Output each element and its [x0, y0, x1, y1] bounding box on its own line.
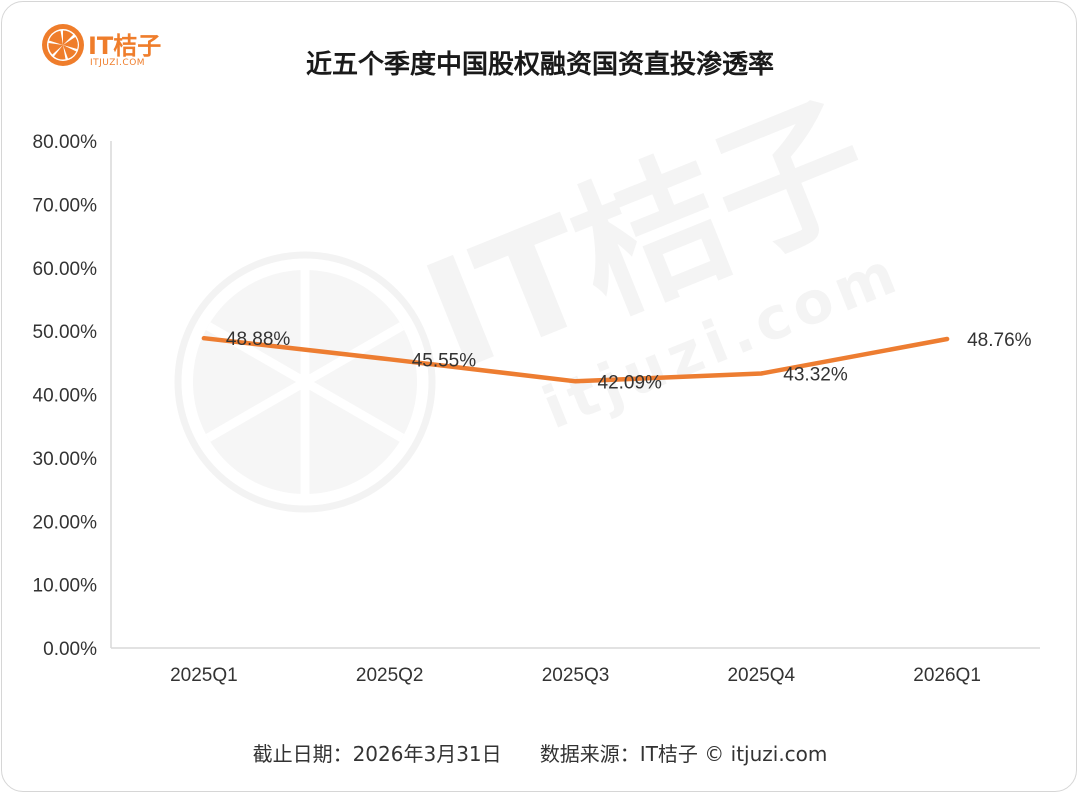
- data-label: 43.32%: [783, 364, 848, 385]
- x-tick-label: 2025Q4: [727, 665, 795, 686]
- y-tick-label: 30.00%: [33, 449, 98, 470]
- x-tick-label: 2025Q2: [356, 665, 424, 686]
- chart-axes: 0.00% 10.00% 20.00% 30.00% 40.00% 50.00% 60.00…: [33, 132, 1040, 686]
- watermark-orange-icon: [174, 251, 436, 513]
- x-tick-label: 2025Q3: [542, 665, 610, 686]
- logo-brand-text: IT桔子: [88, 32, 162, 60]
- footer-source: 数据来源：IT桔子 © itjuzi.com: [539, 742, 828, 766]
- watermark: IT桔子 itjuzi.com: [174, 72, 910, 513]
- y-tick-label: 80.00%: [33, 132, 98, 153]
- series-line: [201, 335, 950, 384]
- y-tick-label: 0.00%: [43, 639, 97, 660]
- orange-slice-icon: [42, 24, 84, 66]
- data-label: 48.76%: [967, 330, 1032, 351]
- chart-title: 近五个季度中国股权融资国资直投渗透率: [305, 50, 774, 80]
- data-label: 42.09%: [598, 372, 663, 393]
- footer-date: 截止日期：2026年3月31日: [252, 742, 502, 766]
- y-tick-label: 70.00%: [33, 195, 98, 216]
- itjuzi-logo: IT桔子 ITJUZI.COM: [40, 22, 170, 78]
- y-tick-label: 60.00%: [33, 259, 98, 280]
- y-tick-label: 20.00%: [33, 512, 98, 533]
- chart-marks: 48.88% 45.55% 42.09% 43.32% 48.76%: [201, 329, 1032, 393]
- logo-url-text: ITJUZI.COM: [90, 58, 146, 68]
- y-tick-label: 10.00%: [33, 576, 98, 597]
- footer: 截止日期：2026年3月31日 数据来源：IT桔子 © itjuzi.com: [0, 738, 1080, 767]
- data-label: 45.55%: [412, 350, 477, 371]
- data-label: 48.88%: [226, 329, 291, 350]
- y-tick-label: 50.00%: [33, 322, 98, 343]
- x-tick-label: 2025Q1: [170, 665, 238, 686]
- y-tick-label: 40.00%: [33, 386, 98, 407]
- x-tick-label: 2026Q1: [913, 665, 981, 686]
